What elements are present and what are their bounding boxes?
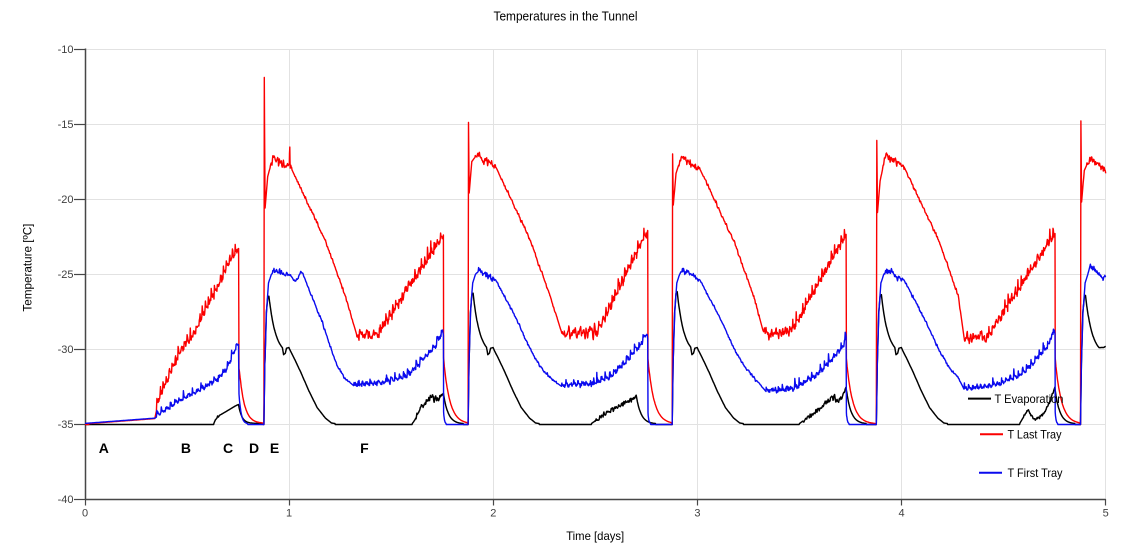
svg-text:-25: -25 — [58, 269, 74, 281]
svg-text:T Last Tray: T Last Tray — [1008, 428, 1062, 442]
svg-text:Time [days]: Time [days] — [566, 529, 624, 543]
svg-text:D: D — [249, 440, 259, 456]
svg-text:-35: -35 — [58, 419, 74, 431]
svg-text:3: 3 — [694, 508, 700, 520]
svg-text:4: 4 — [899, 508, 905, 520]
svg-text:Temperatures in the Tunnel: Temperatures in the Tunnel — [494, 9, 638, 24]
svg-text:E: E — [270, 440, 279, 456]
svg-text:-40: -40 — [58, 494, 74, 506]
svg-text:5: 5 — [1103, 508, 1109, 520]
svg-text:-10: -10 — [58, 44, 74, 56]
svg-text:1: 1 — [286, 508, 292, 520]
svg-text:0: 0 — [82, 508, 88, 520]
svg-text:B: B — [181, 440, 191, 456]
svg-text:T Evaporation: T Evaporation — [995, 392, 1064, 406]
svg-text:-30: -30 — [58, 344, 74, 356]
svg-text:Temperature [ºC]: Temperature [ºC] — [21, 224, 35, 312]
svg-text:F: F — [360, 440, 369, 456]
svg-text:A: A — [99, 440, 109, 456]
svg-text:-15: -15 — [58, 119, 74, 131]
svg-text:-20: -20 — [58, 194, 74, 206]
svg-text:2: 2 — [490, 508, 496, 520]
svg-text:C: C — [223, 440, 233, 456]
svg-text:T First Tray: T First Tray — [1008, 466, 1063, 480]
